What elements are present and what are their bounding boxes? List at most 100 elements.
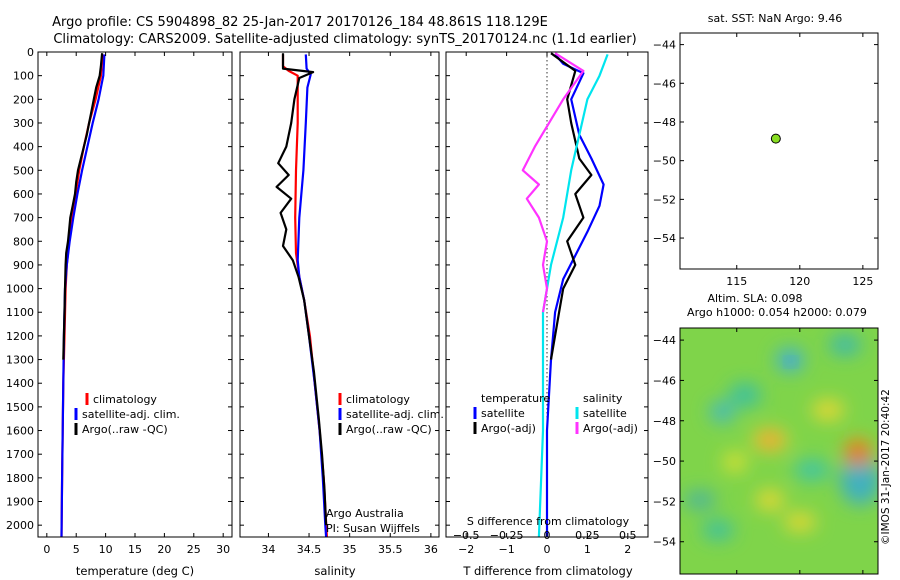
salinity-xlabel: salinity [314, 564, 355, 578]
series-line-temperature-0 [60, 54, 104, 538]
sla-map-title-line1: Altim. SLA: 0.098 [707, 292, 802, 305]
y-tick-label: 1000 [6, 283, 34, 296]
legend-label-satellite-adj: satellite-adj. clim. [346, 408, 444, 421]
map-y-tick-label: −48 [653, 415, 676, 428]
x-tick-label: 0 [43, 543, 50, 556]
credit-line1: Argo Australia [326, 507, 404, 520]
sla-blob [756, 431, 784, 449]
x-tick-label: 15 [128, 543, 142, 556]
x-tick-label: 34 [261, 543, 275, 556]
x-top-tick-label: −0.25 [490, 529, 524, 542]
map-y-tick-label: −54 [653, 232, 676, 245]
map-y-tick-label: −52 [653, 495, 676, 508]
y-tick-label: 1600 [6, 425, 34, 438]
series-line-difference-3 [521, 52, 585, 313]
salinity-legend: climatology satellite-adj. clim. Argo(..… [338, 393, 444, 436]
panel-temperature-frame [37, 51, 233, 538]
x-top-tick-label: 0.5 [619, 529, 637, 542]
map-y-tick-label: −46 [653, 374, 676, 387]
x-tick-label: −1 [498, 543, 514, 556]
map-y-tick-label: −54 [653, 536, 676, 549]
sla-blob [710, 402, 734, 422]
legend-label-t-argo: Argo(-adj) [481, 422, 536, 435]
sla-heatmap [680, 328, 878, 574]
x-tick-label: −2 [458, 543, 474, 556]
y-tick-label: 1300 [6, 354, 34, 367]
map-y-tick-label: −44 [653, 39, 676, 52]
legend-label-satellite-adj: satellite-adj. clim. [82, 408, 180, 421]
x-tick-label: 34.5 [297, 543, 322, 556]
y-tick-label: 1700 [6, 448, 34, 461]
panel-difference: −2 −1 0 1 2 −0.5 −0.25 0 0.25 0.5 S difference fr… [445, 51, 649, 578]
x-tick-label: 35 [343, 543, 357, 556]
sla-blob [812, 400, 844, 420]
x-tick-label: 0 [544, 543, 551, 556]
legend-label-argo: Argo(..raw -QC) [82, 423, 168, 436]
legend-label-argo: Argo(..raw -QC) [346, 423, 432, 436]
legend-label-s-argo: Argo(-adj) [583, 422, 638, 435]
x-top-tick-label: 0.25 [575, 529, 600, 542]
sst-map-frame [679, 32, 879, 270]
map-y-tick-label: −48 [653, 116, 676, 129]
map-y-tick-label: −50 [653, 455, 676, 468]
y-tick-label: 100 [13, 70, 34, 83]
series-line-temperature-2 [62, 53, 104, 360]
difference-legend: temperature satellite Argo(-adj) salinit… [473, 392, 638, 435]
panel-temperature: 0100200300400500600700800900100011001200… [6, 46, 233, 578]
sla-map-frame [679, 327, 879, 575]
sla-blob [723, 452, 747, 472]
sla-map-title-line2: Argo h1000: 0.054 h2000: 0.079 [687, 306, 867, 319]
x-tick-label: 30 [216, 543, 230, 556]
panel-salinity-frame [239, 51, 440, 538]
y-tick-label: 600 [13, 188, 34, 201]
series-line-difference-0 [545, 53, 605, 537]
sla-heatmap-blobs [684, 335, 878, 540]
map-y-tick-label: −46 [653, 77, 676, 90]
y-tick-label: 1900 [6, 496, 34, 509]
legend-label-climatology: climatology [93, 393, 157, 406]
legend-label-t-satellite: satellite [481, 407, 525, 420]
y-tick-label: 500 [13, 164, 34, 177]
series-line-difference-2 [537, 54, 609, 538]
footer-stamp: ©IMOS 31-Jan-2017 20:40:42 [880, 389, 892, 545]
map-y-tick-label: −50 [653, 155, 676, 168]
y-tick-label: 1100 [6, 306, 34, 319]
argo-location-marker [770, 133, 781, 144]
sla-blob [684, 491, 716, 509]
x-tick-label: 36 [424, 543, 438, 556]
x-top-tick-label: −0.5 [453, 529, 480, 542]
y-tick-label: 200 [13, 93, 34, 106]
panel-sst-map: sat. SST: NaN Argo: 9.46 115 120 125 −44 −46… [653, 12, 879, 288]
x-top-tick-label: 0 [544, 529, 551, 542]
temperature-legend: climatology satellite-adj. clim. Argo(..… [74, 393, 180, 436]
figure-title-line1: Argo profile: CS 5904898_82 25-Jan-2017 … [52, 15, 548, 30]
credit-line2: PI: Susan Wijffels [326, 522, 420, 535]
temperature-xlabel: temperature (deg C) [76, 564, 194, 578]
series-line-difference-1 [549, 52, 593, 360]
sla-blob [850, 446, 866, 464]
x-tick-label: 1 [584, 543, 591, 556]
map-x-tick-label: 125 [852, 275, 873, 288]
series-line-temperature-1 [60, 54, 106, 538]
legend-title-salinity: salinity [583, 392, 623, 405]
sla-blob [729, 383, 761, 407]
sla-blob [794, 460, 830, 480]
difference-xlabel: T difference from climatology [462, 564, 633, 578]
y-tick-label: 700 [13, 212, 34, 225]
legend-label-climatology: climatology [346, 393, 410, 406]
sla-blob [702, 520, 734, 540]
x-tick-label: 20 [157, 543, 171, 556]
map-y-tick-label: −44 [653, 334, 676, 347]
y-tick-label: 900 [13, 259, 34, 272]
map-x-tick-label: 115 [726, 275, 747, 288]
y-tick-label: 1200 [6, 330, 34, 343]
y-tick-label: 800 [13, 235, 34, 248]
legend-label-s-satellite: satellite [583, 407, 627, 420]
x-tick-label: 5 [73, 543, 80, 556]
sla-blob [829, 335, 861, 355]
panel-salinity: 34 34.5 35 35.5 36 salinity climatology sate… [239, 51, 444, 578]
series-line-salinity-2 [275, 53, 328, 526]
y-tick-label: 2000 [6, 519, 34, 532]
sla-feature-blue [785, 357, 797, 367]
